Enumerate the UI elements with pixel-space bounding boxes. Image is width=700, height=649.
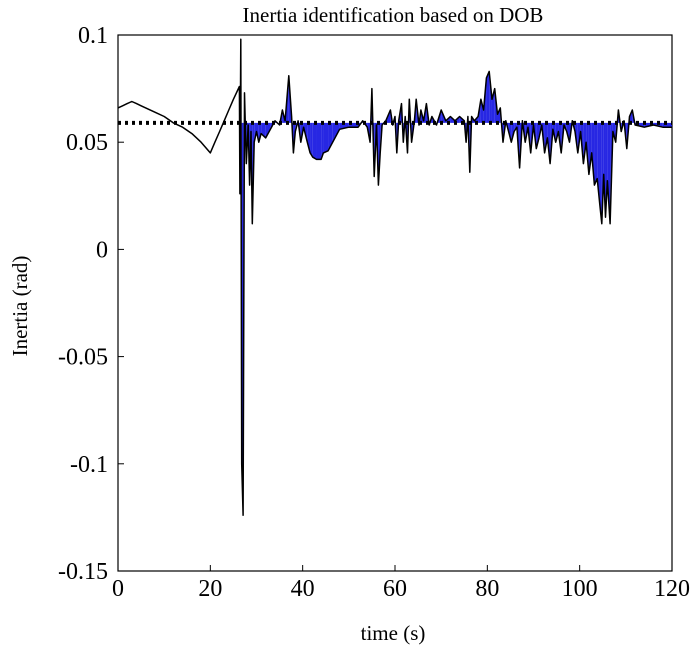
y-tick-label: 0.1 [78, 23, 108, 49]
filled-segment [265, 122, 271, 138]
x-axis: 0 20 40 60 80 100 120 [112, 565, 690, 602]
x-tick-label: 80 [475, 576, 499, 602]
plot-area: 0 20 40 60 80 100 120 0.1 0.05 0 -0.05 -0.1 -0.15 [58, 23, 690, 602]
x-axis-label: time (s) [361, 621, 426, 645]
filled-segment [332, 122, 340, 143]
plot-frame [117, 34, 673, 572]
filled-segment [607, 122, 611, 224]
y-axis-label: Inertia (rad) [8, 256, 32, 357]
filled-segment [536, 122, 540, 149]
filled-segment [323, 122, 329, 153]
series-layer [117, 38, 672, 517]
chart-title: Inertia identification based on DOB [243, 3, 544, 27]
filled-segment [594, 122, 598, 186]
filled-segment [588, 122, 592, 175]
x-tick-label: 60 [383, 576, 407, 602]
x-tick-label: 40 [291, 576, 315, 602]
x-tick-label: 120 [654, 576, 690, 602]
filled-segment [497, 107, 501, 123]
x-tick-label: 0 [112, 576, 124, 602]
filled-segment [599, 122, 602, 224]
filled-segment [310, 122, 313, 158]
y-axis: 0.1 0.05 0 -0.05 -0.1 -0.15 [58, 23, 124, 585]
filled-segment [321, 122, 324, 160]
filled-segment [316, 122, 322, 160]
filled-segment [362, 120, 368, 128]
y-tick-label: -0.05 [58, 345, 108, 371]
filled-regions [239, 39, 672, 516]
filled-segment [486, 71, 490, 123]
filled-segment [307, 122, 311, 153]
x-tick-label: 20 [198, 576, 222, 602]
y-tick-label: -0.1 [70, 452, 108, 478]
x-tick-label: 100 [562, 576, 598, 602]
filled-segment [480, 99, 484, 123]
filled-segment [312, 122, 317, 160]
y-tick-label: 0 [96, 237, 108, 263]
y-tick-label: -0.15 [58, 559, 108, 585]
y-tick-label: 0.05 [66, 130, 108, 156]
estimate-line [117, 38, 672, 517]
